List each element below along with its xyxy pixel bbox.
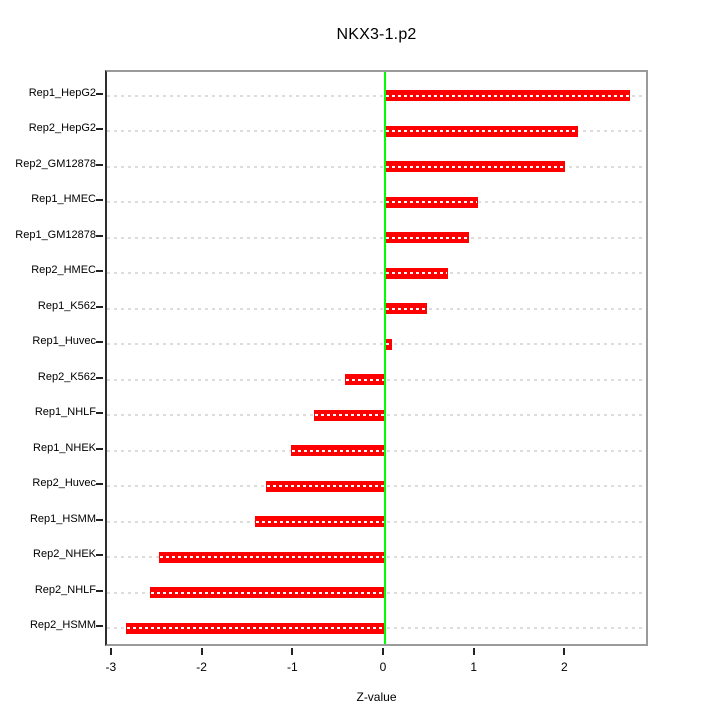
y-axis-tick <box>96 92 103 95</box>
y-axis-tick <box>96 554 103 556</box>
chart-title: NKX3-1.p2 <box>336 26 417 43</box>
y-axis-tick <box>96 163 103 166</box>
bar <box>385 232 470 243</box>
plot-area <box>105 70 648 646</box>
y-axis-tick <box>96 270 103 272</box>
y-axis-label: Rep2_NHLF <box>34 583 96 596</box>
x-axis-label: Z-value <box>356 690 397 704</box>
y-axis-tick <box>96 341 103 343</box>
y-axis-label: Rep1_HepG2 <box>28 86 96 99</box>
gridline <box>107 307 646 310</box>
bar <box>159 551 385 563</box>
y-axis-label: Rep1_HSMM <box>29 512 96 525</box>
y-axis-tick <box>96 518 103 521</box>
bar-stripe <box>126 627 384 629</box>
bar-stripe <box>386 201 477 203</box>
gridline <box>107 236 646 239</box>
bar-stripe <box>386 94 629 97</box>
bar <box>385 267 448 279</box>
gridline <box>107 201 646 203</box>
y-axis-label: Rep2_K562 <box>37 370 96 383</box>
y-axis-label: Rep2_HSMM <box>29 619 96 631</box>
bar-stripe <box>386 343 392 345</box>
zero-line <box>384 72 386 644</box>
y-axis-tick <box>96 483 103 485</box>
bar <box>255 516 385 527</box>
y-axis-tick <box>96 412 103 414</box>
bar <box>385 125 579 137</box>
gridline <box>107 343 646 345</box>
bar <box>385 338 393 350</box>
gridline <box>107 94 646 97</box>
bar-stripe <box>386 130 578 132</box>
gridline <box>107 130 646 132</box>
y-axis-tick <box>96 625 103 627</box>
bar-stripe <box>346 378 384 381</box>
y-axis-tick <box>96 589 103 592</box>
bar-stripe <box>386 307 426 310</box>
bar-stripe <box>160 556 384 558</box>
y-axis-label: Rep1_K562 <box>37 299 96 312</box>
y-axis-label: Rep2_NHEK <box>33 548 96 560</box>
y-axis-label: Rep2_GM12878 <box>15 157 96 170</box>
y-axis-label: Rep1_HMEC <box>31 193 96 205</box>
bar <box>385 161 565 172</box>
gridline <box>107 272 646 274</box>
x-axis-tick <box>291 648 294 655</box>
bar <box>385 303 427 314</box>
bar <box>125 622 385 634</box>
y-axis-tick <box>96 305 103 308</box>
bar-stripe <box>267 485 384 487</box>
bar-stripe <box>151 591 384 594</box>
bar <box>266 480 385 492</box>
bar-stripe <box>315 414 384 416</box>
bar-stripe <box>256 520 384 523</box>
y-axis-tick <box>96 128 103 130</box>
bar-stripe <box>386 165 564 168</box>
gridline <box>107 165 646 168</box>
y-axis-label: Rep1_Huvec <box>32 335 96 347</box>
y-axis-label: Rep1_GM12878 <box>15 228 96 241</box>
y-axis-label: Rep1_NHLF <box>34 406 96 418</box>
y-axis-tick <box>96 234 103 237</box>
y-axis-tick <box>96 447 103 450</box>
y-axis-tick <box>96 199 103 201</box>
x-axis-tick-label: -2 <box>196 660 207 674</box>
x-axis-tick <box>109 648 112 655</box>
bar-stripe <box>386 272 447 274</box>
bar <box>290 445 385 456</box>
x-axis-tick-label: -1 <box>286 660 298 674</box>
y-axis-label: Rep2_HepG2 <box>28 122 96 134</box>
bar <box>385 196 478 208</box>
x-axis-tick-label: 1 <box>470 660 478 674</box>
y-axis-label: Rep2_HMEC <box>31 264 96 276</box>
bar <box>385 90 630 101</box>
x-axis-tick-label: -3 <box>105 660 117 674</box>
bar-stripe <box>386 236 469 239</box>
bar <box>150 587 385 598</box>
x-axis-tick <box>382 648 384 655</box>
bar-stripe <box>291 449 384 452</box>
x-axis-tick-label: 2 <box>561 660 568 674</box>
y-axis-label: Rep1_NHEK <box>33 441 96 454</box>
x-axis-tick <box>472 648 475 655</box>
bar <box>314 409 385 421</box>
x-axis-tick <box>200 648 203 655</box>
bar <box>345 374 385 385</box>
x-axis-tick <box>563 648 566 655</box>
y-axis-label: Rep2_Huvec <box>32 477 96 489</box>
y-axis-tick <box>96 376 103 379</box>
x-axis-tick-label: 0 <box>379 660 387 674</box>
